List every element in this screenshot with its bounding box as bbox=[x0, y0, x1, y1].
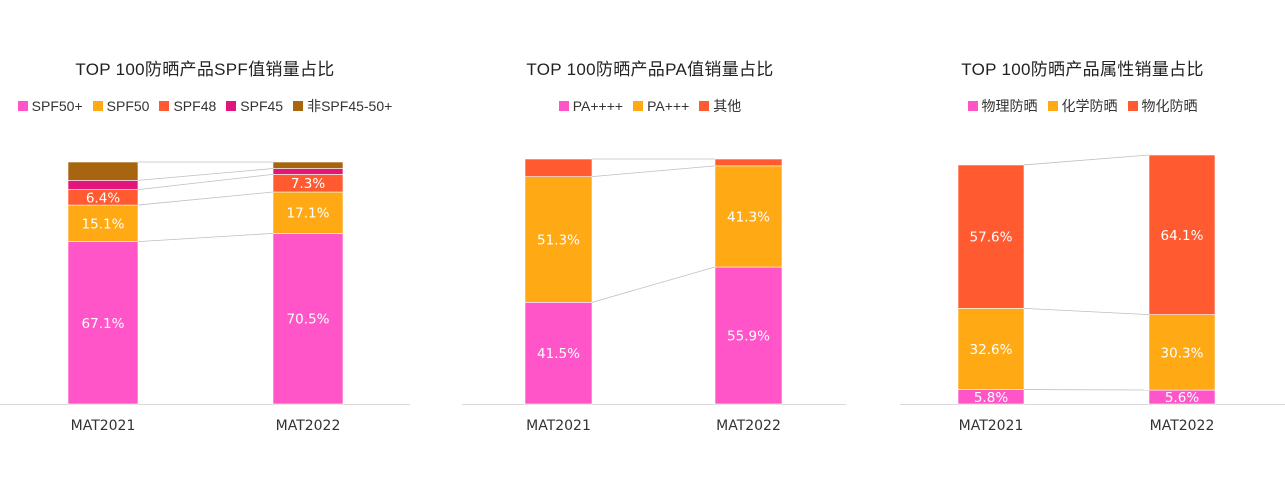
connector-line bbox=[137, 191, 274, 206]
connector-line bbox=[137, 173, 274, 190]
data-label: 51.3% bbox=[537, 232, 580, 248]
legend-item: SPF45 bbox=[226, 96, 283, 116]
legend-item: 化学防晒 bbox=[1047, 96, 1118, 116]
data-label: 7.3% bbox=[291, 176, 325, 192]
chart-legend: PA++++ PA+++ 其他 bbox=[450, 96, 850, 116]
bar-segment bbox=[272, 233, 344, 405]
legend-swatch bbox=[92, 101, 103, 111]
chart-title: TOP 100防晒产品SPF值销量占比 bbox=[75, 60, 335, 79]
bar-segment bbox=[1148, 154, 1216, 315]
data-label: 57.6% bbox=[970, 230, 1013, 246]
legend-label: SPF48 bbox=[173, 98, 217, 114]
bar-segment bbox=[957, 164, 1025, 309]
data-label: 64.1% bbox=[1161, 228, 1204, 244]
stacked-bar-plot: 67.1% 15.1% 6.4% MAT2021 70.5% 17.1% 7.3% MAT20… bbox=[0, 161, 410, 434]
legend-swatch bbox=[17, 101, 28, 111]
legend-label: 化学防晒 bbox=[1061, 98, 1118, 114]
data-label: 41.3% bbox=[727, 209, 770, 225]
legend-swatch bbox=[699, 101, 710, 111]
pa-sales-share-chart: TOP 100防晒产品PA值销量占比 PA++++ PA+++ 其他 41.5% 51… bbox=[450, 0, 850, 495]
legend-swatch bbox=[967, 101, 978, 111]
bar-segment bbox=[272, 161, 344, 169]
connector-line bbox=[137, 168, 274, 181]
category-label: MAT2022 bbox=[716, 418, 781, 434]
data-label: 5.6% bbox=[1165, 390, 1199, 406]
category-label: MAT2021 bbox=[959, 418, 1024, 434]
connector-line bbox=[1023, 154, 1150, 166]
data-label: 17.1% bbox=[287, 206, 330, 222]
bar-segment bbox=[1148, 314, 1216, 391]
spf-sales-share-chart: TOP 100防晒产品SPF值销量占比 SPF50+ SPF50 SPF48 SPF4… bbox=[0, 0, 410, 495]
legend-label: SPF50+ bbox=[31, 98, 83, 114]
data-label: 67.1% bbox=[82, 316, 125, 332]
legend-item: 物化防晒 bbox=[1127, 96, 1198, 116]
category-label: MAT2022 bbox=[276, 418, 341, 434]
legend-item: 非SPF45-50+ bbox=[293, 96, 392, 116]
bar-segment bbox=[524, 176, 593, 303]
chart-legend: 物理防晒 化学防晒 物化防晒 bbox=[880, 96, 1285, 116]
bar-segment bbox=[272, 191, 344, 234]
category-label: MAT2022 bbox=[1150, 418, 1215, 434]
chart-title: TOP 100防晒产品PA值销量占比 bbox=[526, 60, 774, 79]
bar-segment bbox=[714, 266, 783, 405]
category-label: MAT2021 bbox=[71, 418, 136, 434]
connector-line bbox=[591, 165, 716, 178]
legend-label: 物化防晒 bbox=[1141, 98, 1198, 114]
legend-swatch bbox=[1127, 101, 1138, 111]
category-label: MAT2021 bbox=[526, 418, 591, 434]
data-label: 55.9% bbox=[727, 329, 770, 345]
legend-label: PA+++ bbox=[647, 98, 690, 114]
connector-line bbox=[1023, 307, 1150, 316]
legend-swatch bbox=[293, 101, 304, 111]
legend-item: PA++++ bbox=[558, 96, 624, 116]
bar-segment bbox=[67, 180, 139, 190]
data-label: 41.5% bbox=[537, 346, 580, 362]
legend-swatch bbox=[633, 101, 644, 111]
legend-swatch bbox=[558, 101, 569, 111]
data-label: 32.6% bbox=[970, 342, 1013, 358]
legend-label: SPF50 bbox=[106, 98, 150, 114]
stacked-bar-plot: 5.8% 32.6% 57.6% MAT2021 5.6% 30.3% 64.1% MAT20… bbox=[900, 154, 1285, 434]
bar-segment bbox=[67, 161, 139, 181]
data-label: 5.8% bbox=[974, 390, 1008, 406]
legend-swatch bbox=[1047, 101, 1058, 111]
data-label: 70.5% bbox=[287, 312, 330, 328]
bar-segment bbox=[714, 165, 783, 268]
attribute-sales-share-chart: TOP 100防晒产品属性销量占比 物理防晒 化学防晒 物化防晒 5.8% 32.6%… bbox=[880, 0, 1285, 495]
stacked-bar-plot: 41.5% 51.3% MAT2021 55.9% 41.3% MAT2022 bbox=[462, 158, 846, 434]
legend-label: 物理防晒 bbox=[981, 98, 1038, 114]
chart-title: TOP 100防晒产品属性销量占比 bbox=[961, 60, 1204, 79]
connector-line bbox=[591, 266, 716, 303]
legend-label: PA++++ bbox=[572, 98, 624, 114]
legend-item: SPF50+ bbox=[17, 96, 83, 116]
bar-segment bbox=[524, 302, 593, 405]
legend-swatch bbox=[226, 101, 237, 111]
data-label: 30.3% bbox=[1161, 345, 1204, 361]
connector-line bbox=[137, 232, 274, 243]
bar-segment bbox=[524, 158, 593, 177]
legend-swatch bbox=[159, 101, 170, 111]
legend-item: PA+++ bbox=[633, 96, 689, 116]
legend-item: SPF50 bbox=[92, 96, 150, 116]
legend-item: 物理防晒 bbox=[967, 96, 1038, 116]
legend-label: SPF45 bbox=[240, 98, 284, 114]
legend-item: SPF48 bbox=[159, 96, 216, 116]
legend-item: 其他 bbox=[699, 96, 741, 116]
legend-label: 非SPF45-50+ bbox=[307, 98, 393, 114]
data-label: 15.1% bbox=[82, 216, 125, 232]
bar-segment bbox=[67, 204, 139, 242]
bar-segment bbox=[272, 168, 344, 175]
bar-segment bbox=[957, 308, 1025, 390]
bar-segment bbox=[67, 241, 139, 405]
legend-label: 其他 bbox=[713, 98, 742, 114]
bar-segment bbox=[714, 158, 783, 167]
data-label: 6.4% bbox=[86, 190, 120, 206]
chart-legend: SPF50+ SPF50 SPF48 SPF45 非SPF45-50+ bbox=[0, 96, 410, 116]
